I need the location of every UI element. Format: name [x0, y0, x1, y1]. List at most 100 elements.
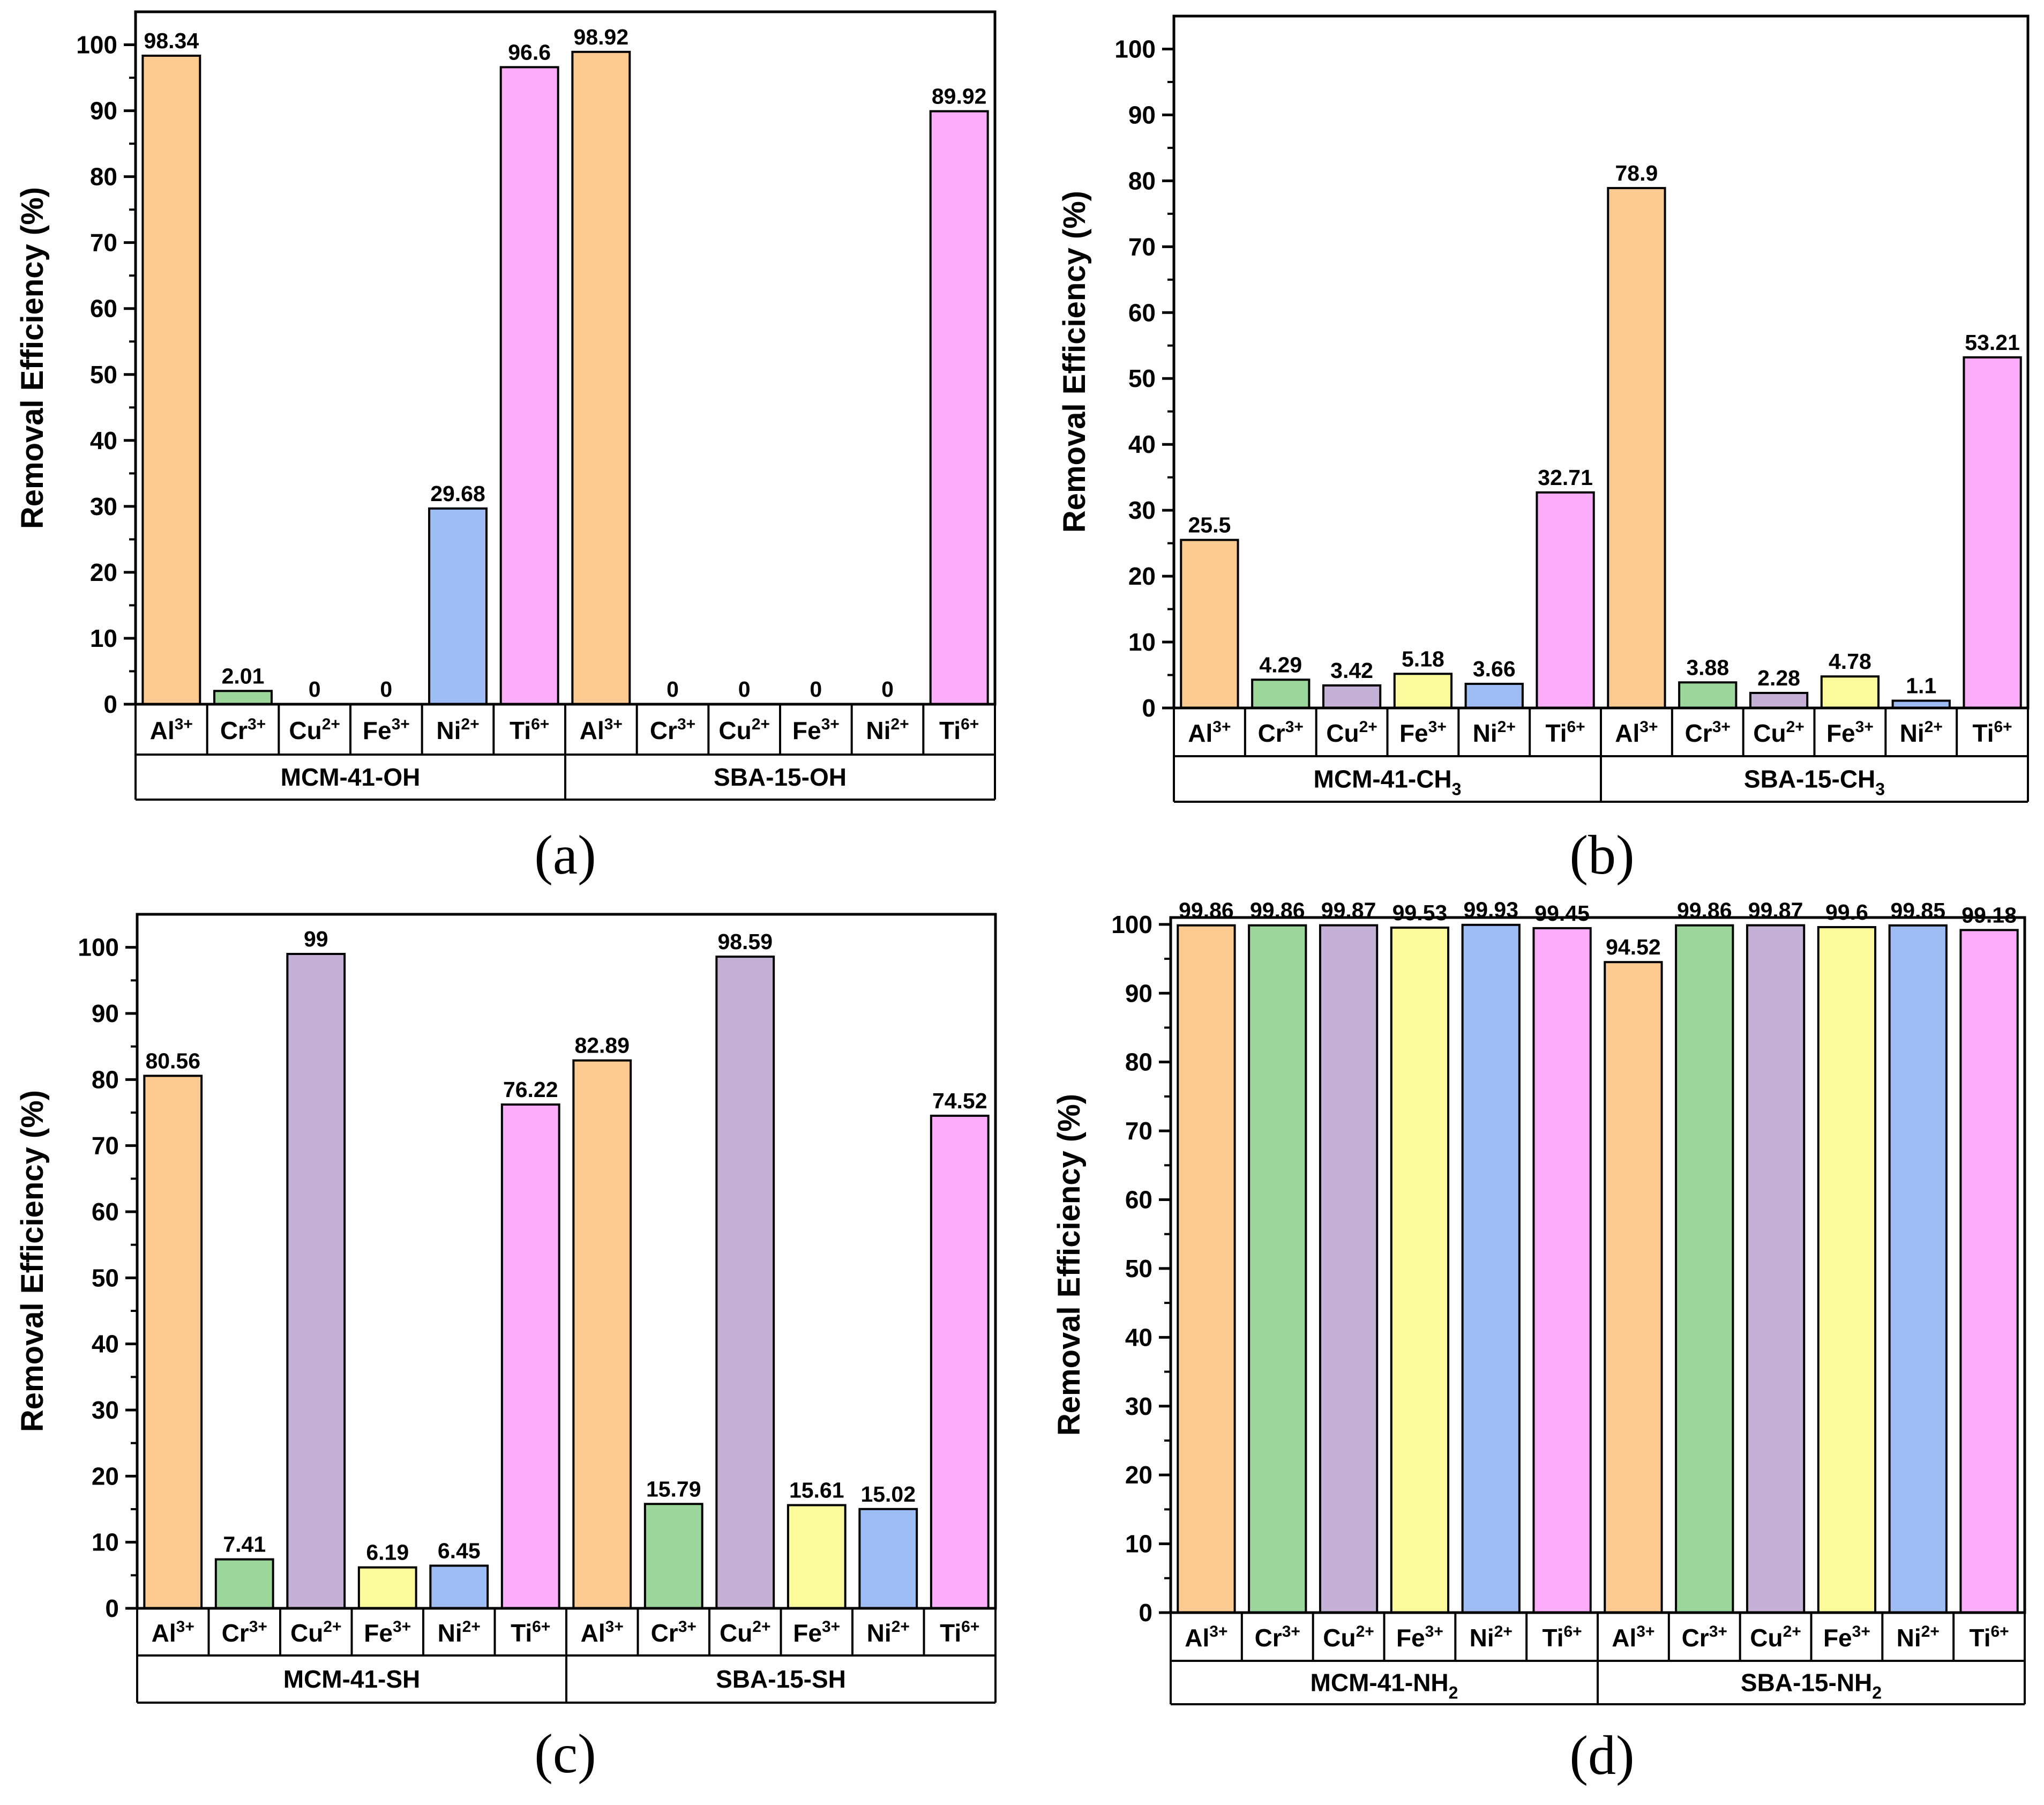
y-tick-label: 100 — [1114, 35, 1156, 63]
group-name: SBA-15-OH — [714, 763, 847, 791]
x-tick-label: Fe3+ — [364, 1618, 411, 1647]
y-axis-title: Removal Efficiency (%) — [1052, 1094, 1087, 1436]
data-label: 1.1 — [1906, 673, 1936, 698]
data-label: 7.41 — [223, 1532, 266, 1557]
group-label: MCM-41-NH2 — [1311, 1669, 1458, 1703]
x-tick-label: Cr3+ — [1685, 718, 1731, 747]
x-tick-label: Ni2+ — [1473, 718, 1516, 747]
ion-charge: 2+ — [1783, 1623, 1801, 1640]
ion-charge: 3+ — [1212, 718, 1231, 736]
y-axis-title: Removal Efficiency (%) — [15, 1090, 50, 1432]
ion-charge: 3+ — [604, 715, 623, 733]
bar — [715, 956, 775, 1609]
ion-symbol: Cr — [222, 1619, 249, 1647]
ion-symbol: Cu — [1323, 1624, 1356, 1652]
ion-charge: 3+ — [1209, 1623, 1227, 1640]
y-tick-label: 90 — [1125, 979, 1152, 1007]
chart-panel-b: 25.5 4.29 3.42 5.18 3.66 32.71 78.9 3.88 2.28 4.7… — [1057, 14, 2030, 886]
ion-symbol: Ti — [1542, 1624, 1563, 1652]
bar — [1749, 691, 1809, 709]
ion-symbol: Fe — [792, 717, 821, 744]
bar — [213, 690, 273, 706]
x-tick-label: Ti6+ — [1545, 718, 1585, 747]
data-label: 76.22 — [503, 1077, 558, 1102]
data-label: 4.78 — [1829, 649, 1871, 674]
y-tick-label: 40 — [90, 427, 117, 454]
x-tick-label: Al3+ — [150, 715, 193, 744]
data-label: 99.86 — [1179, 898, 1234, 923]
ion-charge: 3+ — [175, 715, 193, 733]
group-label: MCM-41-CH3 — [1314, 765, 1462, 799]
x-tick-label: Fe3+ — [1826, 718, 1874, 747]
x-tick-label: Fe3+ — [1396, 1623, 1443, 1652]
y-tick-label: 90 — [90, 97, 117, 125]
ion-symbol: Al — [1188, 719, 1212, 747]
data-label: 29.68 — [430, 481, 485, 506]
x-tick-label: Cu2+ — [290, 1618, 342, 1647]
ion-charge: 3+ — [1709, 1623, 1727, 1640]
bar — [1959, 929, 2019, 1614]
bar — [429, 1564, 489, 1609]
ion-charge: 6+ — [961, 1618, 979, 1636]
data-label: 99.18 — [1961, 903, 2017, 927]
y-tick-label: 60 — [1125, 1186, 1152, 1214]
ion-charge: 3+ — [393, 1618, 411, 1636]
x-tick-label: Ni2+ — [866, 715, 909, 744]
x-tick-label: Cr3+ — [1258, 718, 1304, 747]
bar — [1319, 924, 1379, 1614]
ion-charge: 2+ — [1925, 718, 1943, 736]
bar — [1390, 926, 1450, 1614]
bar — [1746, 924, 1806, 1614]
ion-symbol: Al — [150, 717, 175, 744]
ion-charge: 3+ — [392, 715, 410, 733]
panel-caption: (a) — [534, 824, 596, 886]
group-label: SBA-15-OH — [714, 763, 847, 791]
ion-symbol: Cu — [718, 717, 751, 744]
x-tick-label: Cu2+ — [718, 715, 770, 744]
ion-charge: 2+ — [1359, 718, 1377, 736]
group-label: MCM-41-OH — [281, 763, 421, 791]
chart-panel-a: 98.34 2.01 0 0 29.68 96.6 98.92 0 0 0 0 89.92 0 10 20 3… — [15, 10, 997, 886]
chart-panel-c: 80.56 7.41 99 6.19 6.45 76.22 82.89 15.79 98.59 1… — [15, 913, 997, 1785]
group-name: MCM-41-OH — [281, 763, 421, 791]
ion-charge: 3+ — [248, 715, 266, 733]
ion-charge: 6+ — [1991, 1623, 2009, 1640]
ion-symbol: Cu — [289, 717, 321, 744]
y-tick-label: 10 — [92, 1528, 119, 1556]
ion-charge: 3+ — [822, 1618, 840, 1636]
data-label: 99.87 — [1748, 898, 1803, 923]
bar — [572, 1059, 632, 1609]
ion-symbol: Al — [580, 717, 604, 744]
x-tick-label: Ti6+ — [1969, 1623, 2009, 1652]
data-label: 96.6 — [508, 40, 551, 64]
ion-charge: 3+ — [1636, 1623, 1654, 1640]
ion-charge: 2+ — [752, 1618, 770, 1636]
x-tick-label: Ni2+ — [1897, 1623, 1940, 1652]
data-label: 15.79 — [646, 1476, 701, 1501]
bar — [643, 1503, 703, 1609]
ion-charge: 2+ — [461, 715, 479, 733]
bar — [1604, 961, 1663, 1614]
ion-charge: 6+ — [1994, 718, 2012, 736]
ion-symbol: Ti — [940, 1619, 961, 1647]
ion-charge: 2+ — [892, 1618, 910, 1636]
data-label: 0 — [667, 677, 679, 702]
x-tick-label: Fe3+ — [363, 715, 410, 744]
group-name: MCM-41-NH — [1311, 1669, 1449, 1697]
data-label: 2.01 — [222, 663, 265, 688]
ion-symbol: Ni — [867, 1619, 892, 1647]
bar — [143, 1075, 203, 1609]
group-label: SBA-15-SH — [716, 1665, 846, 1693]
bar — [1678, 681, 1738, 709]
data-label: 15.61 — [789, 1478, 844, 1502]
data-label: 0 — [738, 677, 751, 702]
group-label: SBA-15-CH3 — [1744, 765, 1885, 799]
ion-symbol: Ti — [939, 717, 961, 744]
ion-symbol: Cu — [720, 1619, 752, 1647]
ion-charge: 2+ — [322, 715, 340, 733]
ion-charge: 2+ — [323, 1618, 341, 1636]
ion-charge: 6+ — [532, 1618, 550, 1636]
y-tick-label: 20 — [92, 1462, 119, 1490]
